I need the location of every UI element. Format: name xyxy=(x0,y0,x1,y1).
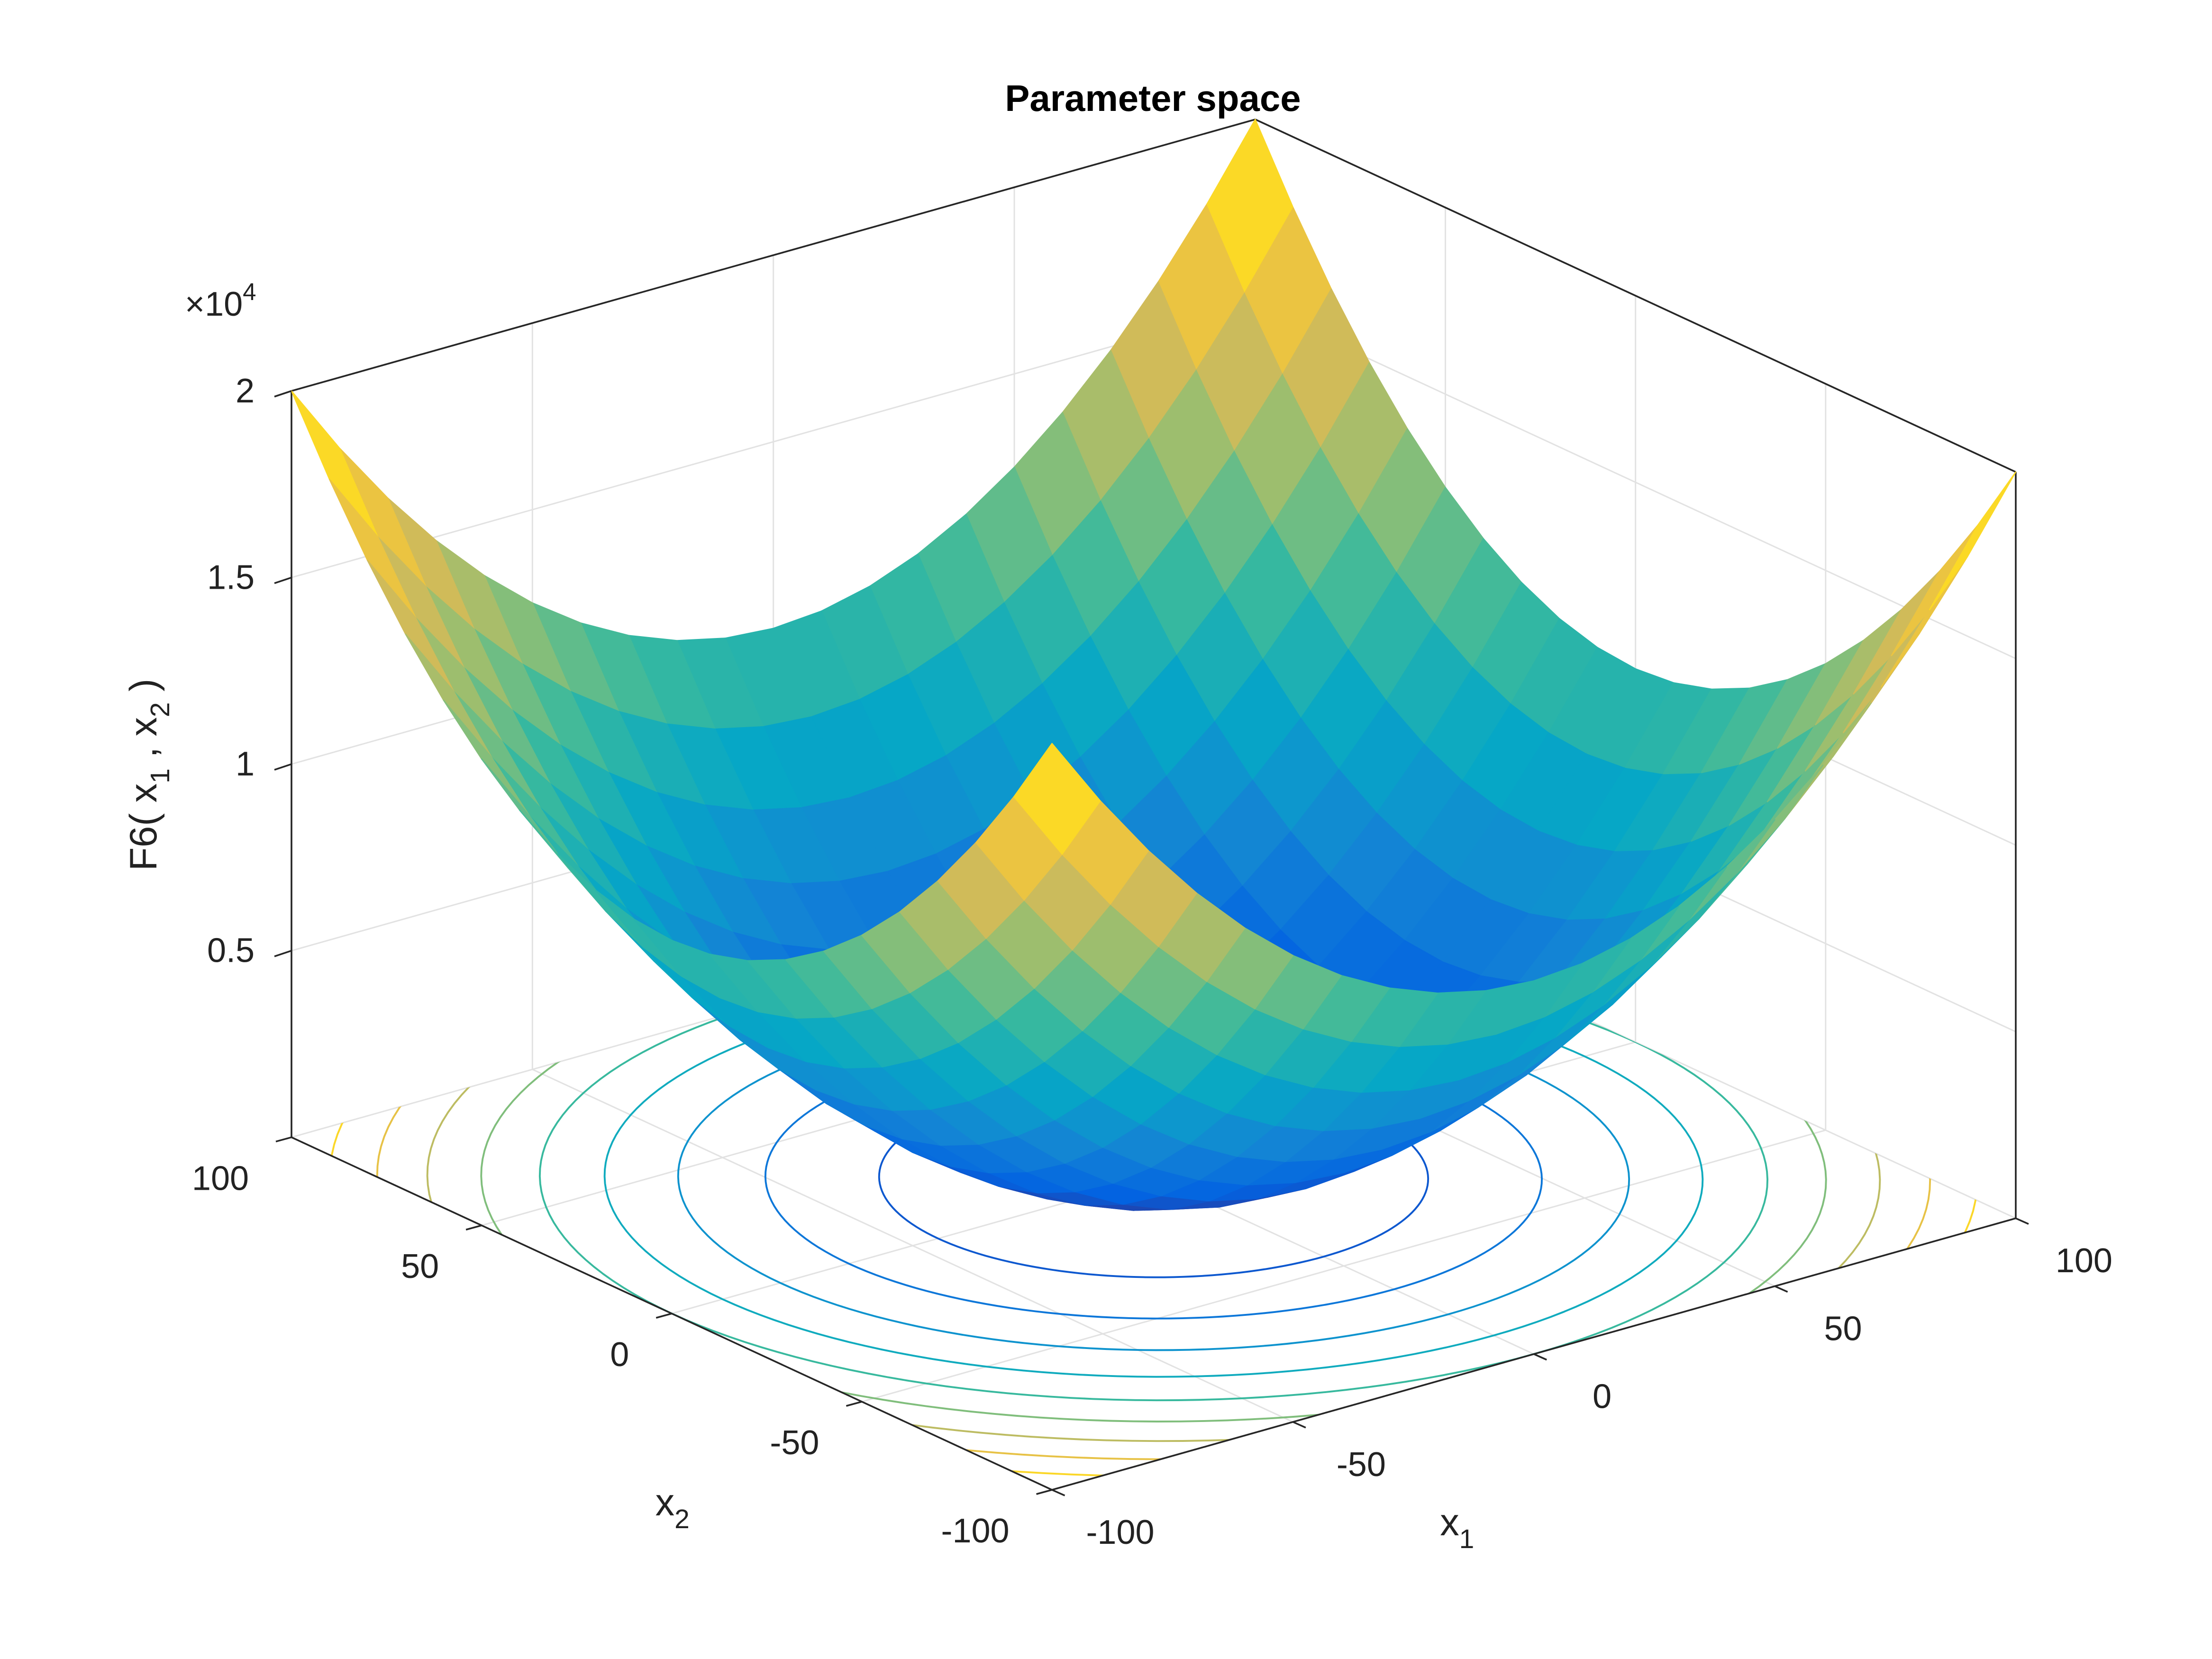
axis-line xyxy=(1052,1217,2016,1491)
axis-line xyxy=(291,118,1256,392)
grid-line xyxy=(1255,305,2016,659)
y-tick-mark xyxy=(846,1401,862,1407)
z-tick-label: 1 xyxy=(236,745,255,783)
axis-line xyxy=(291,1136,1053,1491)
x-axis-label-text: x xyxy=(1440,1501,1459,1544)
z-axis-label: F6( x1 , x2 ) xyxy=(122,679,175,871)
z-tick-label: 0.5 xyxy=(207,932,255,970)
y-tick-label: -50 xyxy=(770,1424,819,1462)
z-axis-label-text: F6( x xyxy=(122,784,165,871)
z-tick-mark xyxy=(274,949,292,957)
x-axis-label-sub: 1 xyxy=(1459,1524,1475,1554)
surface-facet xyxy=(1013,743,1101,855)
z-axis-label-text: ) xyxy=(122,679,165,702)
z-tick-mark xyxy=(274,390,292,398)
surface-facet xyxy=(1891,524,1978,656)
axis-line xyxy=(1255,118,2016,473)
surface-facet xyxy=(1929,471,2017,611)
z-scale-label: ×104 xyxy=(185,278,256,323)
z-axis-label-text: , x xyxy=(122,717,165,768)
grid-line xyxy=(861,1129,1826,1403)
surface xyxy=(291,118,2017,1211)
x-tick-mark xyxy=(1293,1421,1306,1429)
x-tick-mark xyxy=(2015,1217,2029,1225)
y-tick-label: -100 xyxy=(941,1512,1010,1550)
x-tick-label: 100 xyxy=(2056,1242,2112,1280)
x-tick-label: -50 xyxy=(1337,1446,1386,1484)
grid-line xyxy=(291,305,1256,578)
y-tick-mark xyxy=(275,1136,292,1143)
z-tick-label: 2 xyxy=(236,372,255,410)
y-axis-label: x2 xyxy=(655,1481,690,1534)
x-tick-label: 0 xyxy=(1593,1378,1611,1416)
y-axis-label-sub: 2 xyxy=(674,1504,690,1534)
x-axis-label: x1 xyxy=(1440,1501,1474,1554)
z-axis-label-sub: 2 xyxy=(145,702,175,717)
y-tick-label: 100 xyxy=(192,1159,249,1197)
surface-facet xyxy=(291,390,379,538)
chart-title: Parameter space xyxy=(1005,77,1301,119)
y-tick-mark xyxy=(655,1313,672,1319)
x-tick-mark xyxy=(1774,1285,1788,1293)
y-tick-label: 0 xyxy=(610,1336,629,1374)
z-axis-label-sub: 1 xyxy=(145,768,175,784)
x-tick-mark xyxy=(1051,1489,1065,1496)
z-tick-mark xyxy=(274,763,292,771)
axes-front: -100 -50 0 50 100 -100 -50 0 50 100 0.5 1 1.5 2 xyxy=(192,372,2112,1551)
x-tick-mark xyxy=(1533,1353,1547,1361)
y-axis-label-text: x xyxy=(655,1481,674,1524)
x-tick-label: 50 xyxy=(1824,1310,1862,1348)
y-tick-label: 50 xyxy=(401,1248,439,1285)
x-tick-label: -100 xyxy=(1086,1513,1154,1551)
z-tick-label: 1.5 xyxy=(207,558,255,596)
z-scale-exponent: 4 xyxy=(243,278,256,305)
z-tick-mark xyxy=(274,576,292,584)
z-scale-base: ×10 xyxy=(185,285,243,323)
y-tick-mark xyxy=(1036,1489,1053,1495)
y-tick-mark xyxy=(465,1224,482,1231)
